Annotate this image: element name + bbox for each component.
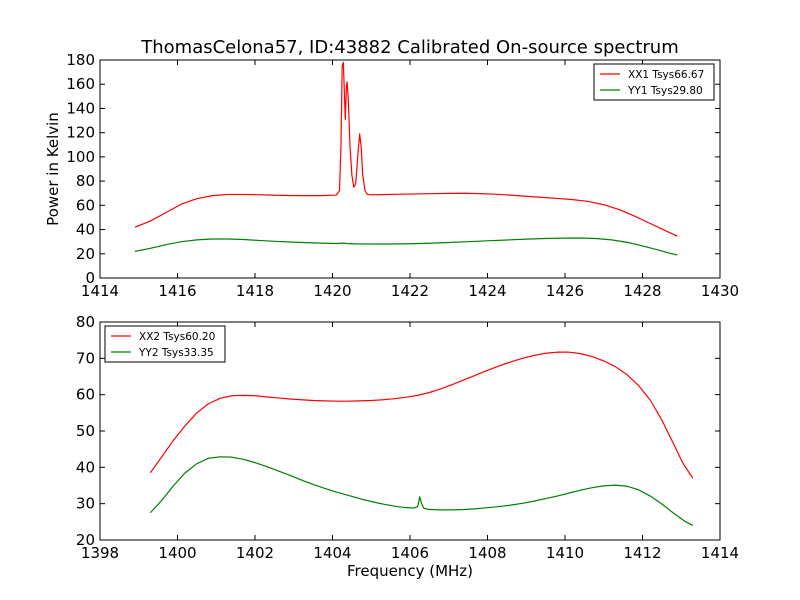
x-tick-label: 1404: [313, 544, 351, 562]
legend-label: XX2 Tsys60.20: [139, 331, 215, 343]
x-axis-label: Frequency (MHz): [347, 562, 473, 580]
x-tick-label: 1420: [313, 282, 351, 300]
x-tick-label: 1406: [391, 544, 429, 562]
x-tick-label: 1430: [701, 282, 739, 300]
legend: XX1 Tsys66.67 YY1 Tsys29.80: [593, 63, 715, 101]
chart-title: ThomasCelona57, ID:43882 Calibrated On-s…: [140, 37, 679, 58]
bottom-panel: 1398 1400 1402 1404 1406 1408 1410 1412 1414 20 30…: [76, 313, 739, 580]
x-tick-label: 1428: [623, 282, 661, 300]
top-panel: 1414 1416 1418 1420 1422 1424 1426 1428 1430 0 20 4…: [44, 51, 739, 300]
x-tick-label: 1402: [236, 544, 274, 562]
y-tick-label: 30: [76, 495, 95, 513]
y-tick-label: 120: [66, 124, 95, 142]
x-tick-label: 1424: [468, 282, 506, 300]
x-tick-label: 1414: [701, 544, 739, 562]
x-tick-label: 1418: [236, 282, 274, 300]
y-tick-label: 70: [76, 349, 95, 367]
x-tick-label: 1408: [468, 544, 506, 562]
y-tick-label: 20: [76, 531, 95, 549]
legend-label: YY1 Tsys29.80: [627, 85, 703, 97]
legend: XX2 Tsys60.20 YY2 Tsys33.35: [104, 325, 226, 363]
x-tick-label: 1416: [158, 282, 196, 300]
x-tick-label: 1400: [158, 544, 196, 562]
y-tick-label: 180: [66, 51, 95, 69]
x-tick-label: 1422: [391, 282, 429, 300]
y-tick-label: 0: [85, 269, 95, 287]
x-tick-label: 1410: [546, 544, 584, 562]
y-tick-label: 100: [66, 148, 95, 166]
y-tick-label: 80: [76, 313, 95, 331]
x-tick-label: 1398: [81, 544, 119, 562]
series-line-1: [134, 61, 678, 237]
y-tick-label: 80: [76, 172, 95, 190]
y-tick-label: 40: [76, 221, 95, 239]
y-tick-label: 20: [76, 245, 95, 263]
legend-label: YY2 Tsys33.35: [138, 347, 214, 359]
y-tick-label: 160: [66, 75, 95, 93]
y-axis-label: Power in Kelvin: [44, 112, 62, 226]
series-line-2: [134, 237, 678, 256]
legend-box: [593, 63, 715, 101]
x-tick-label: 1414: [81, 282, 119, 300]
y-tick-label: 50: [76, 422, 95, 440]
x-tick-label: 1426: [546, 282, 584, 300]
series-line-2: [149, 456, 694, 527]
legend-box: [104, 325, 226, 363]
x-tick-label: 1412: [623, 544, 661, 562]
series-line-1: [149, 351, 694, 479]
y-tick-label: 40: [76, 458, 95, 476]
y-tick-label: 140: [66, 99, 95, 117]
y-tick-label: 60: [76, 386, 95, 404]
legend-label: XX1 Tsys66.67: [628, 69, 704, 81]
y-tick-label: 60: [76, 196, 95, 214]
